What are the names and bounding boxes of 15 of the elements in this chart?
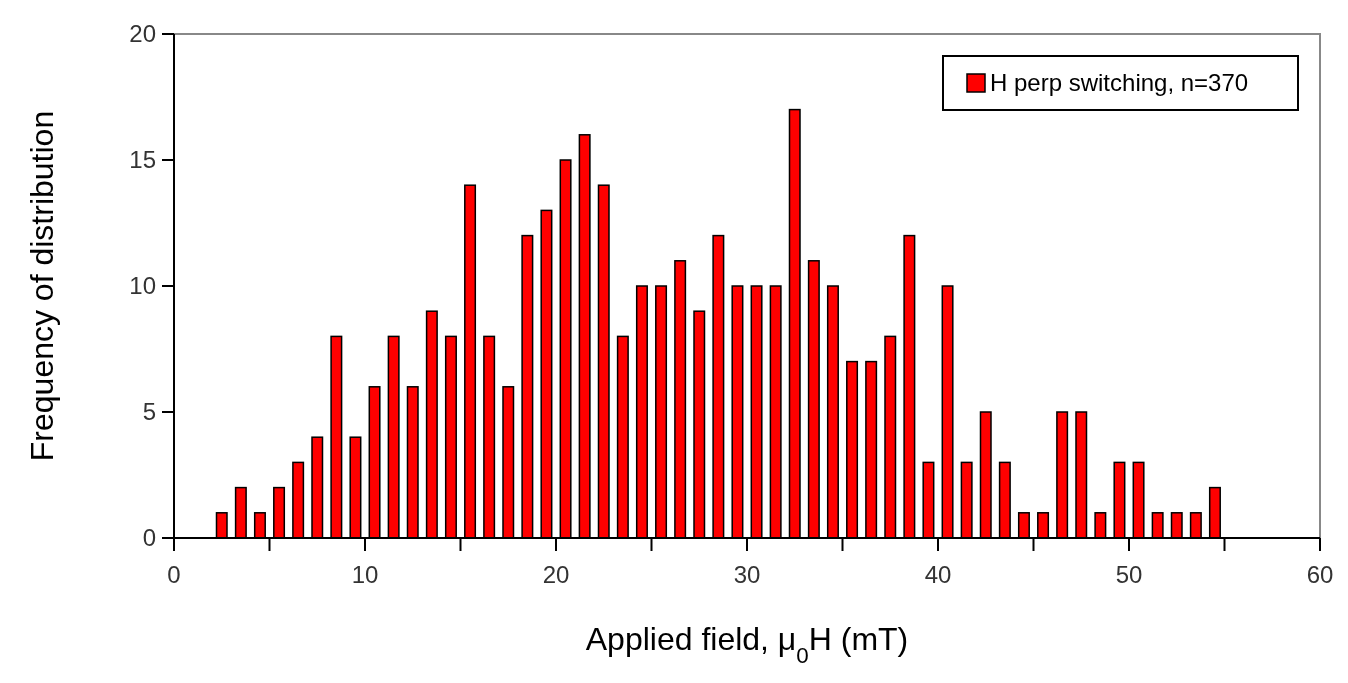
x-tick-label: 0 [167, 561, 181, 588]
x-tick-label: 30 [733, 561, 761, 588]
y-tick-label: 20 [129, 20, 156, 48]
x-tick-label: 40 [924, 561, 952, 588]
x-axis-title: Applied field, μ$_{0}$H (mT) [585, 621, 909, 668]
x-tick-label: 60 [1306, 561, 1334, 588]
y-tick-label: 5 [142, 398, 156, 426]
x-tick-label: 20 [542, 561, 570, 588]
y-tick-label: 10 [129, 272, 156, 300]
y-tick-label: 15 [129, 146, 156, 174]
y-axis-title: Frequency of distribution [24, 110, 60, 462]
legend-label: H perp switching, n=370 [990, 69, 1249, 97]
x-tick-label: 50 [1115, 561, 1143, 588]
y-tick-label: 0 [142, 524, 156, 552]
x-tick-label: 10 [351, 561, 379, 588]
